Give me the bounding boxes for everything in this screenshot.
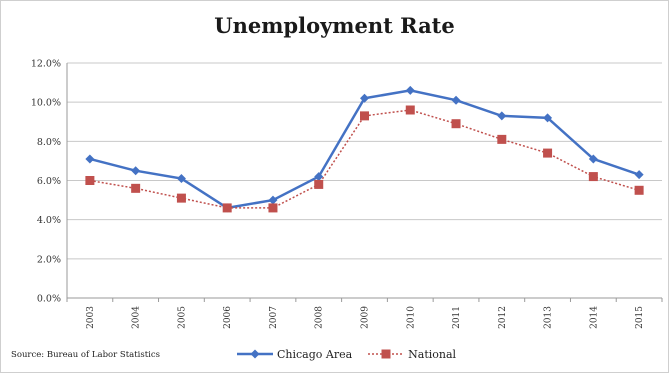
data-point xyxy=(543,148,553,158)
y-tick-label: 6.0% xyxy=(37,176,61,187)
data-point xyxy=(360,111,369,121)
data-point xyxy=(634,185,644,195)
chart-title: Unemployment Rate xyxy=(214,13,455,38)
data-point xyxy=(268,203,278,213)
x-tick-label: 2006 xyxy=(223,306,233,329)
y-tick-label: 10.0% xyxy=(31,98,61,109)
data-point xyxy=(131,166,141,176)
y-tick-label: 4.0% xyxy=(37,215,61,226)
data-point xyxy=(176,174,186,184)
data-point xyxy=(497,134,507,144)
data-point xyxy=(85,176,95,185)
data-point xyxy=(588,154,598,164)
data-point xyxy=(497,111,507,121)
x-tick-label: 2003 xyxy=(86,306,96,329)
legend-item: Chicago Area xyxy=(237,347,352,361)
data-point xyxy=(314,172,324,182)
data-point xyxy=(543,113,553,123)
y-tick-label: 8.0% xyxy=(37,137,61,148)
data-point xyxy=(360,93,369,103)
data-point xyxy=(451,119,461,129)
data-point xyxy=(405,85,415,95)
data-point xyxy=(588,172,598,182)
x-tick-label: 2005 xyxy=(177,306,187,329)
y-tick-label: 12.0% xyxy=(31,59,61,70)
legend-item: National xyxy=(368,347,456,361)
x-tick-label: 2008 xyxy=(315,306,325,329)
legend: Chicago Area National xyxy=(237,344,472,364)
data-point xyxy=(268,195,278,205)
x-tick-label: 2013 xyxy=(544,306,554,329)
legend-label: National xyxy=(408,347,457,361)
y-tick-label: 0.0% xyxy=(37,294,61,305)
data-point xyxy=(314,179,324,189)
x-tick-label: 2009 xyxy=(361,306,371,329)
data-point xyxy=(85,154,95,164)
legend-label: Chicago Area xyxy=(277,347,353,361)
data-point xyxy=(176,193,186,203)
data-point xyxy=(451,95,461,105)
x-tick-label: 2007 xyxy=(269,306,279,329)
data-point xyxy=(131,183,141,193)
x-tick-label: 2011 xyxy=(452,306,462,329)
series-line xyxy=(89,89,640,210)
data-point xyxy=(405,105,415,115)
data-point xyxy=(634,170,644,180)
x-tick-label: 2010 xyxy=(406,306,416,329)
source-note: Source: Bureau of Labor Statistics xyxy=(11,350,160,360)
data-point xyxy=(222,203,232,213)
y-tick-label: 2.0% xyxy=(37,254,61,265)
x-tick-label: 2015 xyxy=(635,306,645,329)
legend-swatch xyxy=(368,349,405,359)
x-tick-label: 2012 xyxy=(498,306,508,329)
legend-swatch xyxy=(237,349,273,359)
x-tick-label: 2014 xyxy=(589,306,599,329)
x-tick-label: 2004 xyxy=(132,306,142,329)
